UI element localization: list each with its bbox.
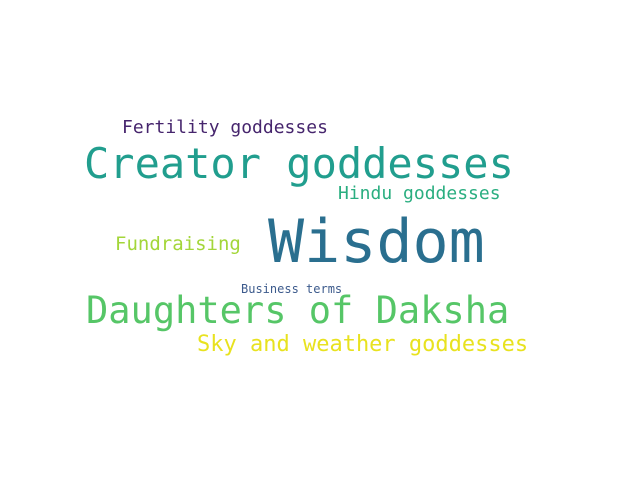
- word-fertility-goddesses: Fertility goddesses: [122, 117, 328, 138]
- word-business-terms: Business terms: [241, 282, 343, 296]
- word-fundraising: Fundraising: [115, 233, 241, 255]
- word-daughters-of-daksha: Daughters of Daksha: [86, 289, 510, 332]
- word-wisdom: Wisdom: [268, 207, 485, 277]
- word-creator-goddesses: Creator goddesses: [84, 139, 514, 188]
- word-sky-and-weather-goddesses: Sky and weather goddesses: [197, 332, 529, 357]
- word-hindu-goddesses: Hindu goddesses: [338, 183, 501, 204]
